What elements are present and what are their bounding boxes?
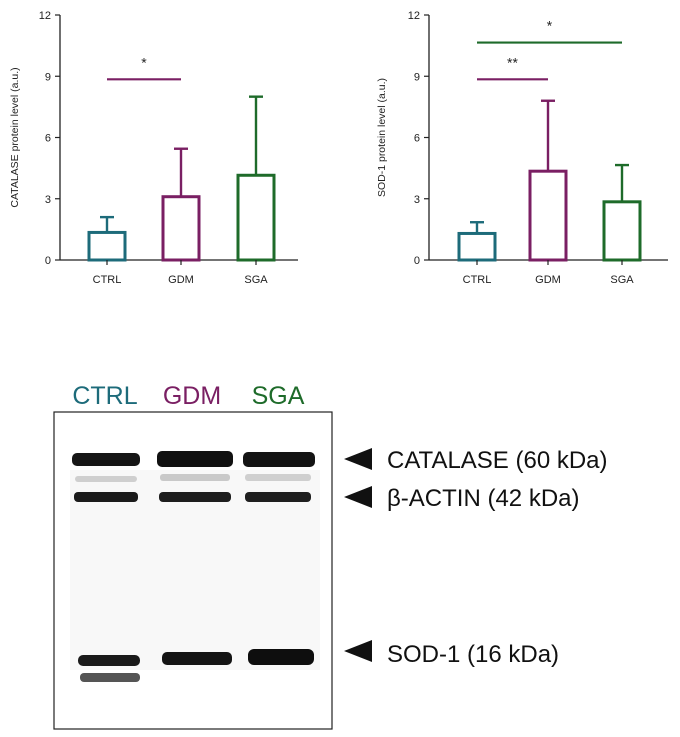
bar-sga [236, 173, 276, 262]
arrow-sod1-icon [344, 640, 372, 662]
band-actin-gdm [159, 492, 231, 502]
significance-marker: * [141, 54, 147, 70]
band-sod1-ctrl-lower [80, 673, 140, 682]
bar-ctrl [87, 230, 127, 262]
y-tick-label: 0 [45, 255, 51, 267]
band-faint-ctrl [75, 476, 137, 482]
lane-label-sga: SGA [252, 382, 305, 410]
significance-marker: * [547, 18, 553, 34]
y-axis-label: CATALASE protein level (a.u.) [9, 67, 21, 207]
label-actin: β-ACTIN (42 kDa) [387, 485, 580, 512]
significance-marker: ** [507, 54, 518, 70]
y-tick-label: 9 [45, 71, 51, 83]
bar-sga [602, 200, 642, 262]
x-tick-label: CTRL [463, 274, 492, 286]
band-catalase-sga [243, 452, 315, 467]
y-tick-label: 12 [39, 10, 51, 22]
x-tick-label: GDM [535, 274, 561, 286]
x-tick-label: SGA [244, 274, 268, 286]
band-catalase-ctrl [72, 453, 140, 466]
band-faint-sga [245, 474, 311, 481]
blot-background [70, 470, 320, 670]
western-blot: CTRL GDM SGA CATALASE (60 kDa) β-ACTIN (… [53, 382, 608, 730]
sod1-chart: 0 3 6 9 12 SOD-1 protein level (a.u.) CTRL GDM S… [376, 10, 668, 286]
y-tick-label: 3 [45, 194, 51, 206]
bar-gdm [528, 169, 568, 262]
x-tick-label: GDM [168, 274, 194, 286]
band-faint-gdm [160, 474, 230, 481]
band-sod1-ctrl [78, 655, 140, 666]
y-tick-label: 12 [408, 10, 420, 22]
bar-ctrl [457, 231, 497, 262]
y-tick-label: 6 [414, 133, 420, 145]
band-actin-sga [245, 492, 311, 502]
bar-gdm [161, 195, 201, 262]
x-tick-label: SGA [610, 274, 634, 286]
y-tick-label: 6 [45, 133, 51, 145]
lane-label-ctrl: CTRL [72, 382, 137, 410]
lane-label-gdm: GDM [163, 382, 221, 410]
band-sod1-sga [248, 649, 314, 665]
band-actin-ctrl [74, 492, 138, 502]
y-tick-label: 3 [414, 194, 420, 206]
label-sod1: SOD-1 (16 kDa) [387, 641, 559, 668]
arrow-catalase-icon [344, 448, 372, 470]
catalase-chart: 0 3 6 9 12 CATALASE protein level (a.u.) CTRL G… [9, 10, 298, 286]
arrow-actin-icon [344, 486, 372, 508]
y-tick-label: 0 [414, 255, 420, 267]
label-catalase: CATALASE (60 kDa) [387, 447, 608, 474]
y-tick-label: 9 [414, 71, 420, 83]
x-tick-label: CTRL [93, 274, 122, 286]
band-catalase-gdm [157, 451, 233, 467]
y-axis-label: SOD-1 protein level (a.u.) [376, 78, 388, 197]
band-sod1-gdm [162, 652, 232, 665]
